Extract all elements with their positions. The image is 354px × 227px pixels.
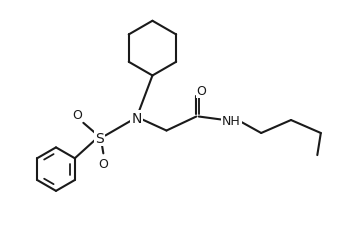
Text: O: O [196, 85, 206, 98]
Text: O: O [72, 109, 82, 121]
Text: N: N [131, 112, 142, 126]
Text: S: S [96, 131, 104, 145]
Text: NH: NH [222, 114, 241, 127]
Text: O: O [98, 157, 108, 170]
